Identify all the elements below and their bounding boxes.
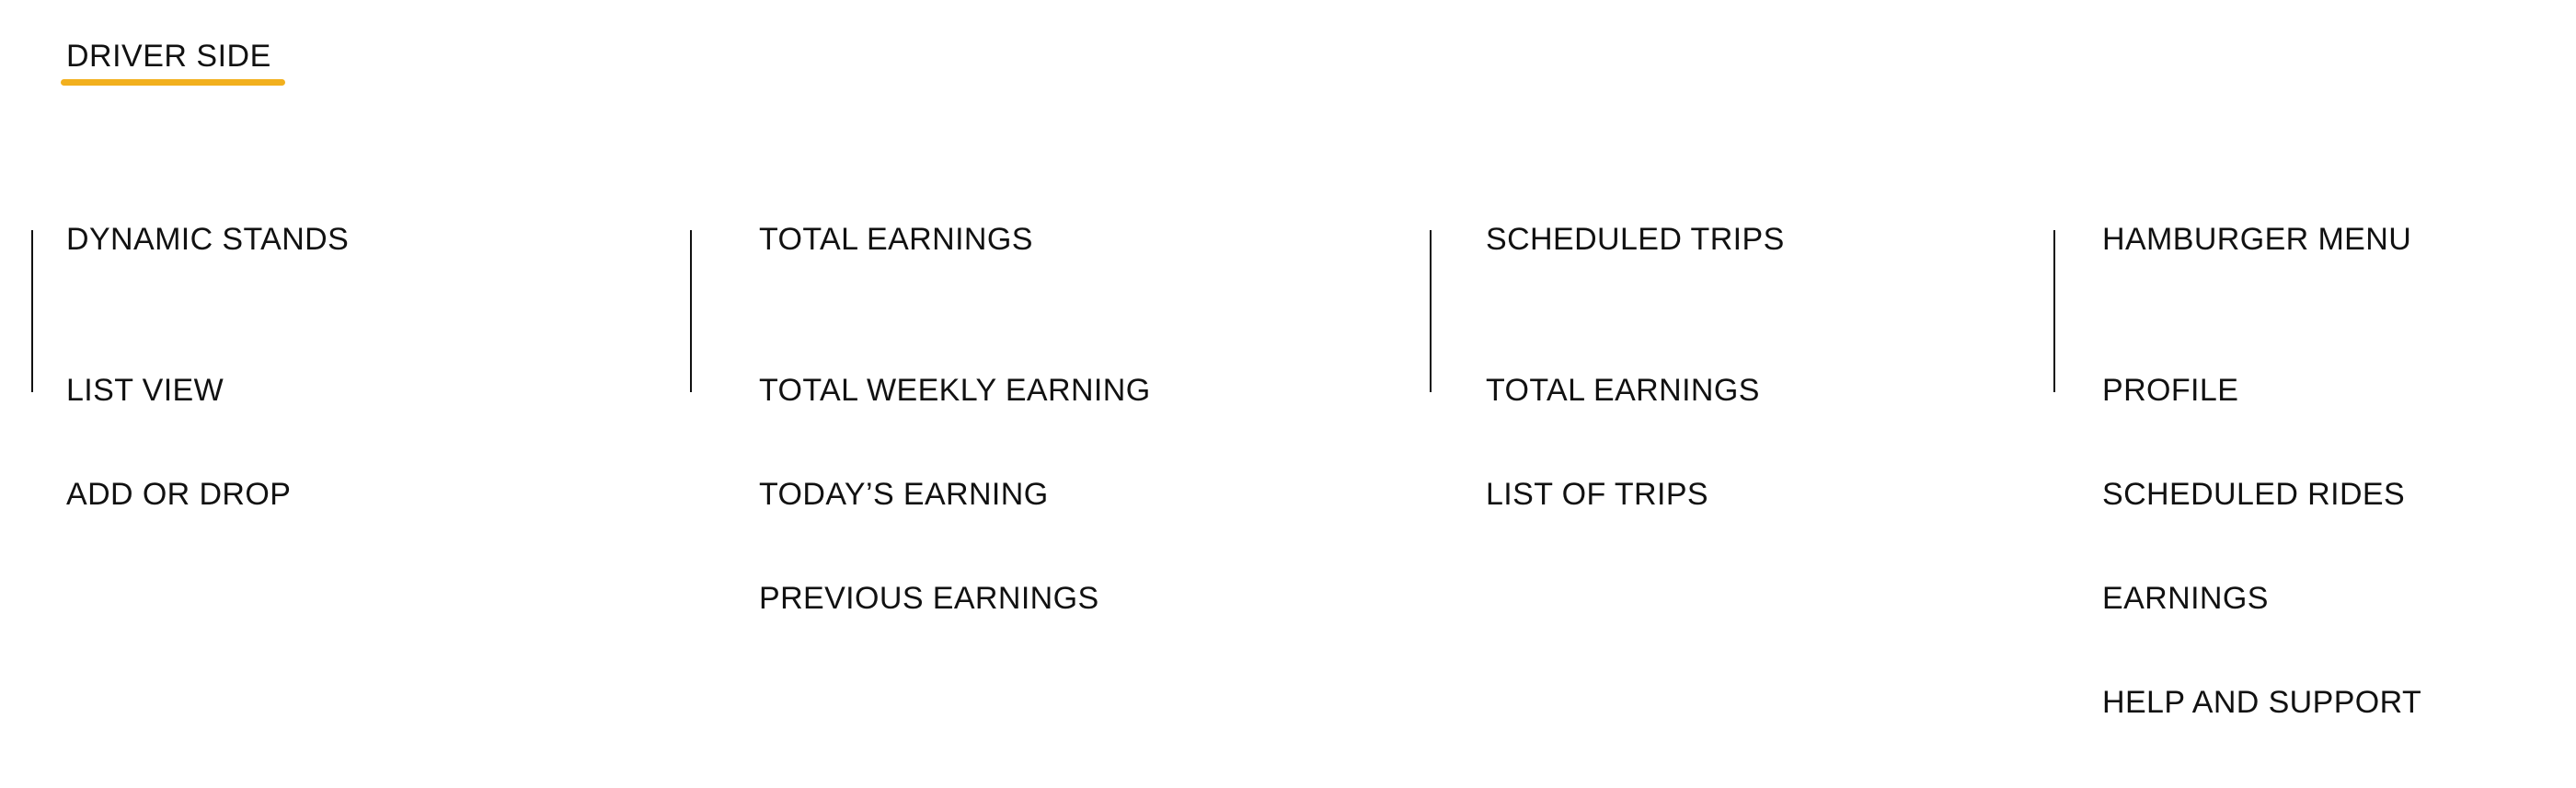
column-item: TOTAL EARNINGS	[1486, 373, 1760, 408]
column-divider	[31, 230, 33, 392]
column-item: PREVIOUS EARNINGS	[759, 581, 1099, 616]
column-item: PROFILE	[2102, 373, 2239, 408]
column-item: LIST VIEW	[66, 373, 224, 408]
column-divider	[2053, 230, 2055, 392]
column-item: EARNINGS	[2102, 581, 2269, 616]
column-heading: TOTAL EARNINGS	[759, 222, 1033, 257]
column-divider	[690, 230, 692, 392]
column-item: HELP AND SUPPORT	[2102, 685, 2422, 720]
column-heading: DYNAMIC STANDS	[66, 222, 350, 257]
title-underline	[61, 79, 285, 86]
column-heading: HAMBURGER MENU	[2102, 222, 2412, 257]
column-item: LIST OF TRIPS	[1486, 477, 1709, 512]
column-divider	[1430, 230, 1432, 392]
column-item: SCHEDULED RIDES	[2102, 477, 2406, 512]
column-item: TODAY’S EARNING	[759, 477, 1049, 512]
column-item: ADD OR DROP	[66, 477, 292, 512]
column-item: TOTAL WEEKLY EARNING	[759, 373, 1151, 408]
column-heading: SCHEDULED TRIPS	[1486, 222, 1785, 257]
page-title: DRIVER SIDE	[66, 39, 271, 74]
